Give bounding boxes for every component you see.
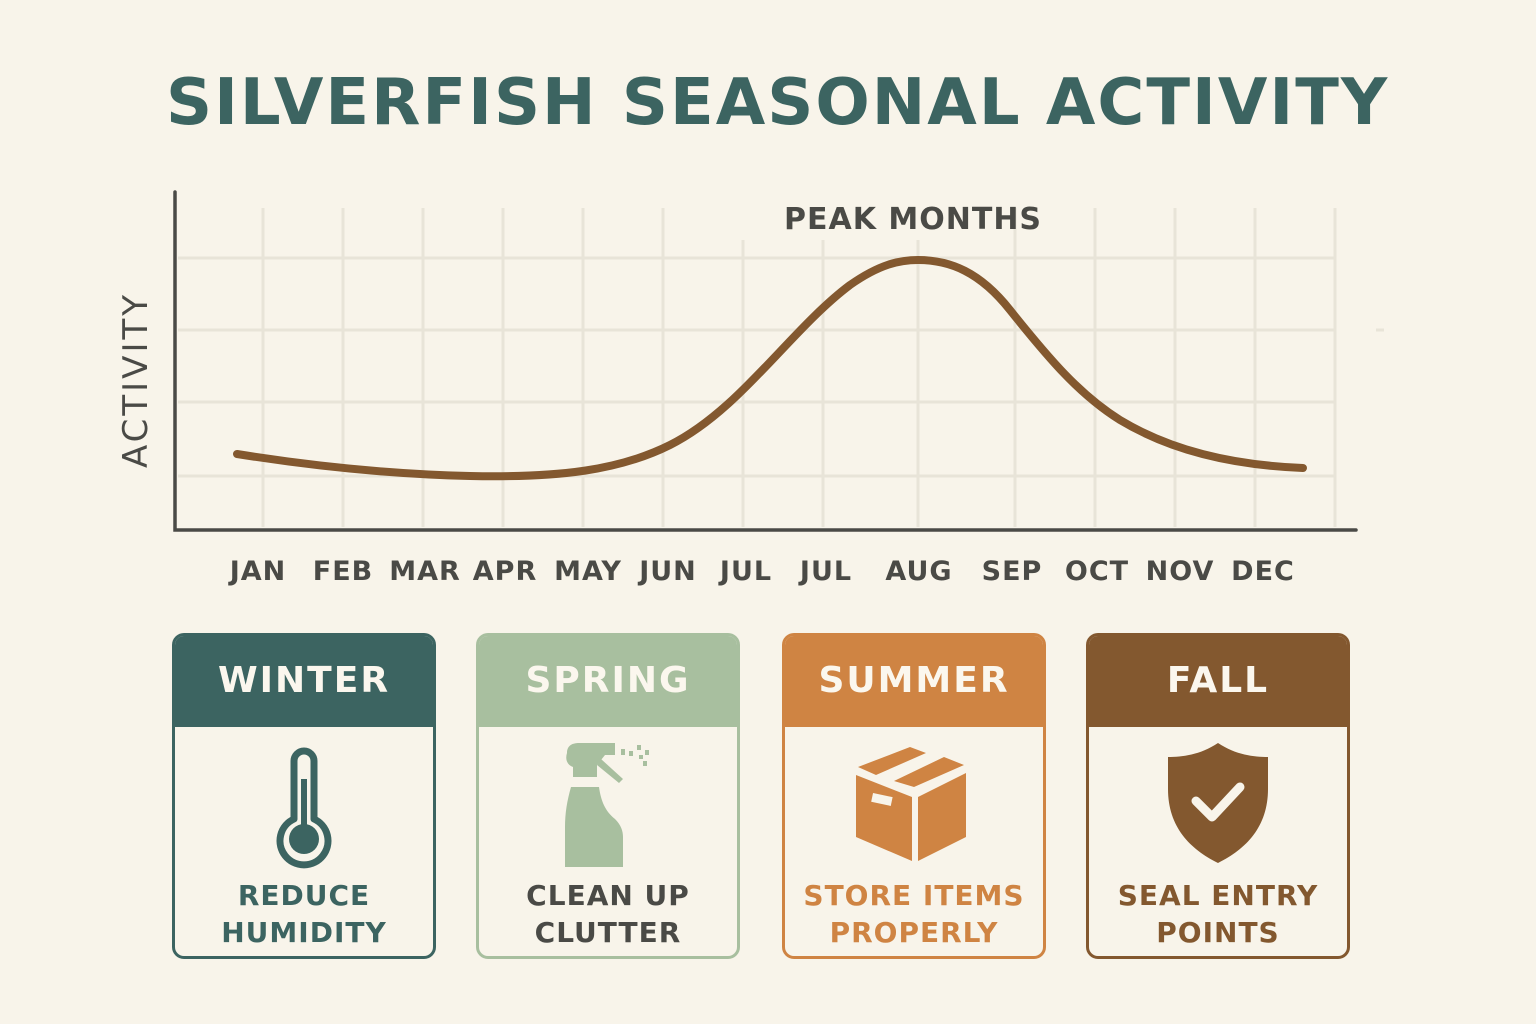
spray-bottle-icon <box>565 743 649 867</box>
card-body: REDUCE HUMIDITY <box>175 724 433 956</box>
card-tip: CLEAN UP CLUTTER <box>479 877 737 951</box>
tip-line-2: POINTS <box>1156 916 1280 949</box>
month-label: OCT <box>1064 556 1130 587</box>
card-body: CLEAN UP CLUTTER <box>479 724 737 956</box>
page-title: SILVERFISH SEASONAL ACTIVITY <box>166 66 1390 140</box>
month-label: APR <box>472 556 538 587</box>
tip-line-1: SEAL ENTRY <box>1117 879 1319 912</box>
month-label: MAR <box>389 556 461 587</box>
tip-line-2: CLUTTER <box>534 916 682 949</box>
month-label: SEP <box>981 556 1043 587</box>
month-label: NOV <box>1145 556 1215 587</box>
card-title: FALL <box>1089 636 1347 724</box>
card-tip: REDUCE HUMIDITY <box>175 877 433 951</box>
month-label: DEC <box>1231 556 1295 587</box>
y-axis-label: ACTIVITY <box>116 291 156 469</box>
card-title: SUMMER <box>785 636 1043 724</box>
tip-line-1: REDUCE <box>237 879 371 912</box>
tip-line-2: PROPERLY <box>829 916 999 949</box>
month-label: JUN <box>639 556 697 587</box>
card-tip: SEAL ENTRY POINTS <box>1089 877 1347 951</box>
box-icon <box>856 747 966 861</box>
tip-line-1: STORE ITEMS <box>803 879 1025 912</box>
month-label: JUL <box>799 556 853 587</box>
chart-grid <box>178 208 1384 527</box>
card-tip: STORE ITEMS PROPERLY <box>785 877 1043 951</box>
card-title: WINTER <box>175 636 433 724</box>
card-winter: WINTER REDUCE HUMIDITY <box>172 633 436 959</box>
activity-curve <box>233 255 1307 481</box>
card-fall: FALL SEAL ENTRY POINTS <box>1086 633 1350 959</box>
month-label: AUG <box>885 556 953 587</box>
tip-line-2: HUMIDITY <box>221 916 387 949</box>
shield-check-icon <box>1168 743 1268 863</box>
card-body: SEAL ENTRY POINTS <box>1089 724 1347 956</box>
month-label: JAN <box>229 556 287 587</box>
month-label: FEB <box>312 556 374 587</box>
activity-chart <box>173 190 1384 532</box>
peak-months-annotation: PEAK MONTHS <box>784 202 1043 237</box>
thermometer-icon <box>276 747 332 869</box>
card-title: SPRING <box>479 636 737 724</box>
card-spring: SPRING CLEAN UP CLUTTER <box>476 633 740 959</box>
month-label: MAY <box>554 556 622 587</box>
chart-axes <box>173 190 1358 532</box>
card-summer: SUMMER STORE ITEMS PROPERLY <box>782 633 1046 959</box>
month-label: JUL <box>719 556 773 587</box>
card-body: STORE ITEMS PROPERLY <box>785 724 1043 956</box>
tip-line-1: CLEAN UP <box>526 879 690 912</box>
